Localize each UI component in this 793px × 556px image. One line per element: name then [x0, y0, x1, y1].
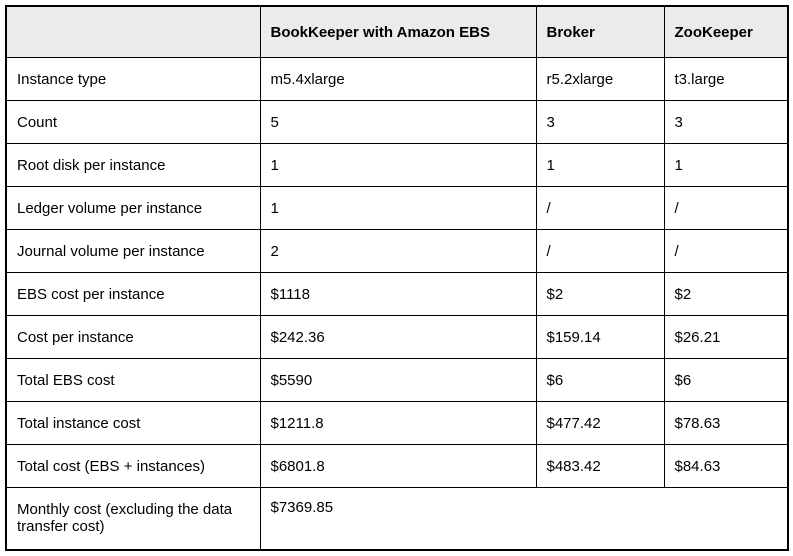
row-label: Total EBS cost — [5, 358, 261, 402]
table-row: Total EBS cost $5590 $6 $6 — [5, 358, 789, 402]
cell-value: 5 — [259, 100, 537, 144]
header-cell-bookkeeper: BookKeeper with Amazon EBS — [259, 5, 537, 58]
cell-value: $6 — [663, 358, 789, 402]
cell-value: $242.36 — [259, 315, 537, 359]
cell-value: / — [663, 229, 789, 273]
cell-value: 3 — [535, 100, 665, 144]
row-label: EBS cost per instance — [5, 272, 261, 316]
table-row: Instance type m5.4xlarge r5.2xlarge t3.larg… — [5, 57, 789, 101]
cell-value: $2 — [535, 272, 665, 316]
cell-value: $483.42 — [535, 444, 665, 488]
cell-value: $7369.85 — [259, 487, 789, 550]
row-label: Journal volume per instance — [5, 229, 261, 273]
header-cell-blank — [5, 5, 261, 58]
row-label: Ledger volume per instance — [5, 186, 261, 230]
cell-value: $26.21 — [663, 315, 789, 359]
table-row: Count 5 3 3 — [5, 100, 789, 144]
row-label: Cost per instance — [5, 315, 261, 359]
cell-value: / — [535, 229, 665, 273]
cell-value: t3.large — [663, 57, 789, 101]
cell-value: $6801.8 — [259, 444, 537, 488]
table-header: BookKeeper with Amazon EBS Broker ZooKee… — [5, 5, 789, 58]
header-row: BookKeeper with Amazon EBS Broker ZooKee… — [5, 5, 789, 58]
table-row: Root disk per instance 1 1 1 — [5, 143, 789, 187]
cell-value: $159.14 — [535, 315, 665, 359]
table-row: EBS cost per instance $1118 $2 $2 — [5, 272, 789, 316]
row-label: Total instance cost — [5, 401, 261, 445]
cost-comparison-table: BookKeeper with Amazon EBS Broker ZooKee… — [5, 5, 789, 551]
header-cell-broker: Broker — [535, 5, 665, 58]
table-row: Cost per instance $242.36 $159.14 $26.21 — [5, 315, 789, 359]
cell-value: $477.42 — [535, 401, 665, 445]
table-row: Journal volume per instance 2// — [5, 229, 789, 273]
cell-value: $2 — [663, 272, 789, 316]
cell-value: 1 — [535, 143, 665, 187]
table-row: Total cost (EBS + instances) $6801.8 $483.… — [5, 444, 789, 488]
row-label: Count — [5, 100, 261, 144]
cost-table-container: BookKeeper with Amazon EBS Broker ZooKee… — [5, 5, 789, 551]
cell-value: $5590 — [259, 358, 537, 402]
table-row: Total instance cost $1211.8 $477.42 $78.63 — [5, 401, 789, 445]
cell-value: r5.2xlarge — [535, 57, 665, 101]
cell-value: $78.63 — [663, 401, 789, 445]
cell-value: $1211.8 — [259, 401, 537, 445]
cell-value: 1 — [259, 143, 537, 187]
table-body: Instance type m5.4xlarge r5.2xlarge t3.larg… — [5, 57, 789, 550]
table-row: Ledger volume per instance 1// — [5, 186, 789, 230]
cell-value: / — [663, 186, 789, 230]
cell-value: 1 — [259, 186, 537, 230]
cell-value: 3 — [663, 100, 789, 144]
cell-value: $6 — [535, 358, 665, 402]
cell-value: $84.63 — [663, 444, 789, 488]
header-cell-zookeeper: ZooKeeper — [663, 5, 789, 58]
cell-value: $1118 — [259, 272, 537, 316]
row-label: Instance type — [5, 57, 261, 101]
row-label: Monthly cost (excluding the data transfe… — [5, 487, 261, 550]
row-label: Root disk per instance — [5, 143, 261, 187]
cell-value: 1 — [663, 143, 789, 187]
cell-value: / — [535, 186, 665, 230]
row-label: Total cost (EBS + instances) — [5, 444, 261, 488]
cell-value: m5.4xlarge — [259, 57, 537, 101]
table-row: Monthly cost (excluding the data transfe… — [5, 487, 789, 550]
cell-value: 2 — [259, 229, 537, 273]
